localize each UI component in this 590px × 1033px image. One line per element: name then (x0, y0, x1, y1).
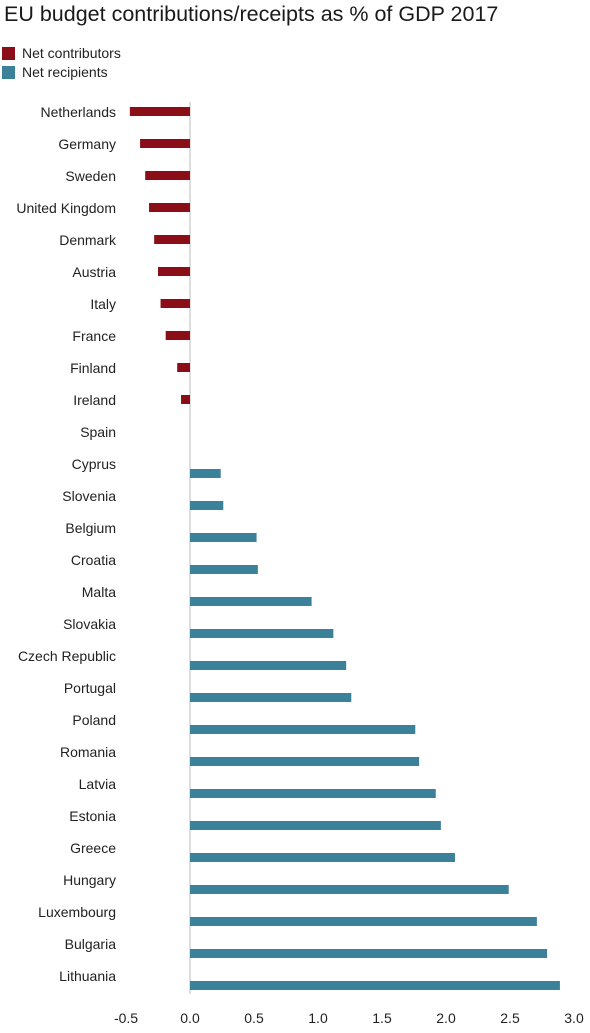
bar-denmark (154, 235, 190, 244)
bar-bulgaria (190, 949, 548, 958)
category-label-croatia: Croatia (71, 552, 116, 568)
legend-swatch-net-recipients (2, 65, 15, 79)
x-tick-label: 3.0 (564, 1010, 584, 1026)
bar-germany (140, 139, 190, 148)
x-tick-label: -0.5 (114, 1010, 138, 1026)
x-tick-label: 1.0 (308, 1010, 328, 1026)
category-label-bulgaria: Bulgaria (65, 936, 117, 952)
category-label-denmark: Denmark (59, 232, 117, 248)
legend-label-net-recipients: Net recipients (22, 64, 108, 80)
chart-title: EU budget contributions/receipts as % of… (4, 2, 499, 26)
bar-romania (190, 757, 420, 766)
legend-item-net-contributors: Net contributors (2, 45, 121, 61)
category-label-slovakia: Slovakia (63, 616, 116, 632)
bar-france (165, 331, 190, 340)
bar-latvia (190, 789, 436, 798)
bar-sweden (145, 171, 190, 180)
category-label-poland: Poland (72, 712, 116, 728)
category-label-france: France (72, 328, 116, 344)
x-tick-label: 2.5 (500, 1010, 520, 1026)
category-label-latvia: Latvia (79, 776, 117, 792)
category-label-united-kingdom: United Kingdom (16, 200, 116, 216)
legend-label-net-contributors: Net contributors (22, 45, 121, 61)
legend-swatch-net-contributors (2, 46, 15, 60)
x-tick-label: 0.5 (244, 1010, 264, 1026)
category-label-slovenia: Slovenia (62, 488, 116, 504)
bar-croatia (190, 565, 258, 574)
bar-ireland (181, 395, 190, 404)
category-label-malta: Malta (82, 584, 116, 600)
category-label-germany: Germany (58, 136, 116, 152)
bar-finland (177, 363, 190, 372)
category-label-netherlands: Netherlands (41, 104, 117, 120)
category-label-romania: Romania (60, 744, 116, 760)
category-label-portugal: Portugal (64, 680, 116, 696)
bar-united-kingdom (149, 203, 190, 212)
category-label-sweden: Sweden (65, 168, 116, 184)
category-label-finland: Finland (70, 360, 116, 376)
bar-slovakia (190, 629, 334, 638)
category-label-belgium: Belgium (65, 520, 116, 536)
x-tick-label: 0.0 (180, 1010, 200, 1026)
bar-portugal (190, 693, 352, 702)
bar-greece (190, 853, 455, 862)
category-label-lithuania: Lithuania (59, 968, 116, 984)
bar-malta (190, 597, 312, 606)
bar-estonia (190, 821, 441, 830)
legend-item-net-recipients: Net recipients (2, 64, 108, 80)
bar-poland (190, 725, 416, 734)
bar-lithuania (190, 981, 560, 990)
category-label-luxembourg: Luxembourg (38, 904, 116, 920)
category-label-czech-republic: Czech Republic (18, 648, 116, 664)
bar-italy (160, 299, 190, 308)
category-label-ireland: Ireland (73, 392, 116, 408)
category-label-italy: Italy (90, 296, 116, 312)
bar-belgium (190, 533, 257, 542)
bar-cyprus (190, 469, 221, 478)
category-label-austria: Austria (72, 264, 116, 280)
bar-netherlands (129, 107, 190, 116)
bar-slovenia (190, 501, 224, 510)
x-tick-label: 1.5 (372, 1010, 392, 1026)
bar-czech-republic (190, 661, 347, 670)
bar-luxembourg (190, 917, 537, 926)
category-label-hungary: Hungary (63, 872, 116, 888)
bar-hungary (190, 885, 509, 894)
bar-austria (158, 267, 190, 276)
category-label-greece: Greece (70, 840, 116, 856)
category-label-spain: Spain (80, 424, 116, 440)
category-label-estonia: Estonia (69, 808, 116, 824)
category-label-cyprus: Cyprus (72, 456, 116, 472)
x-tick-label: 2.0 (436, 1010, 456, 1026)
